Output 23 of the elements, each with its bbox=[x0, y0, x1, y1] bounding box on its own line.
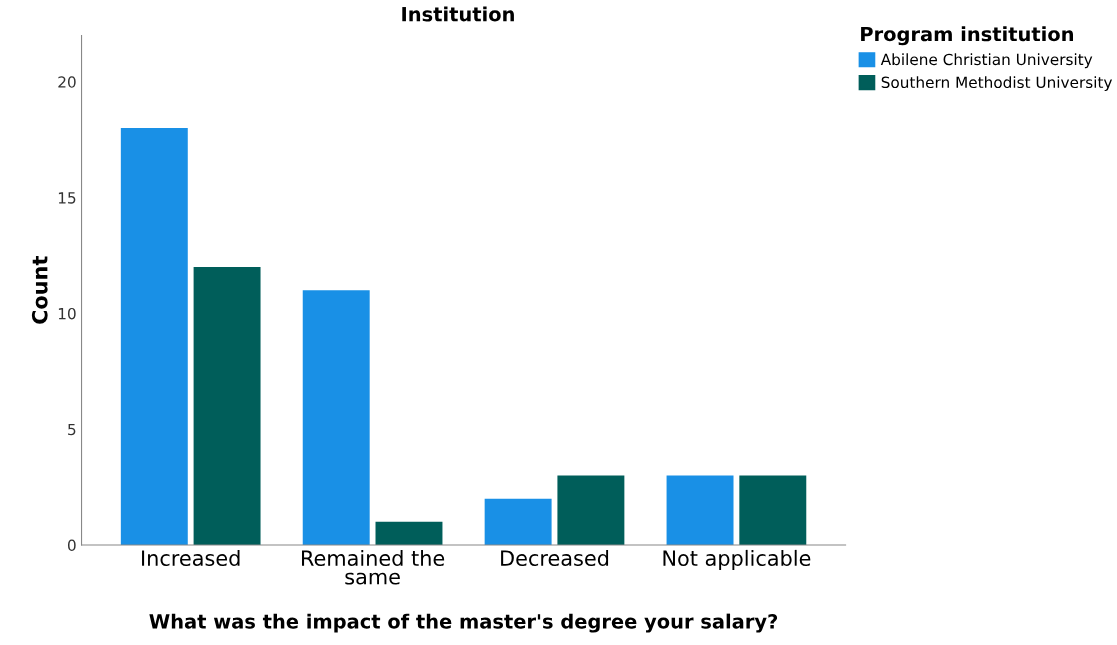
bar bbox=[120, 128, 188, 546]
bar bbox=[666, 475, 734, 546]
bar bbox=[739, 475, 807, 546]
bar bbox=[193, 267, 261, 546]
y-axis-title: Count bbox=[31, 256, 48, 324]
y-tick-label: 5 bbox=[68, 423, 76, 436]
legend-title: Program institution bbox=[861, 26, 1073, 46]
x-tick-label: Not applicable bbox=[663, 549, 811, 571]
y-tick-label: 10 bbox=[58, 307, 76, 320]
legend-label: Abilene Christian University bbox=[880, 53, 1093, 69]
y-tick-label: 0 bbox=[67, 539, 76, 552]
legend-label: Southern Methodist University bbox=[881, 76, 1113, 92]
y-tick-label: 15 bbox=[58, 192, 76, 204]
x-tick-label: Increased bbox=[142, 549, 240, 567]
bar bbox=[302, 290, 370, 546]
chart-title: Institution bbox=[402, 6, 514, 22]
bar bbox=[557, 475, 625, 546]
x-tick-label: Decreased bbox=[501, 549, 609, 567]
x-axis-title: What was the impact of the master's degree your salary? bbox=[149, 613, 778, 633]
y-tick-label: 20 bbox=[58, 76, 76, 88]
bar bbox=[375, 521, 443, 546]
bar bbox=[484, 498, 552, 546]
x-tick-label: Remained the same bbox=[302, 549, 445, 585]
